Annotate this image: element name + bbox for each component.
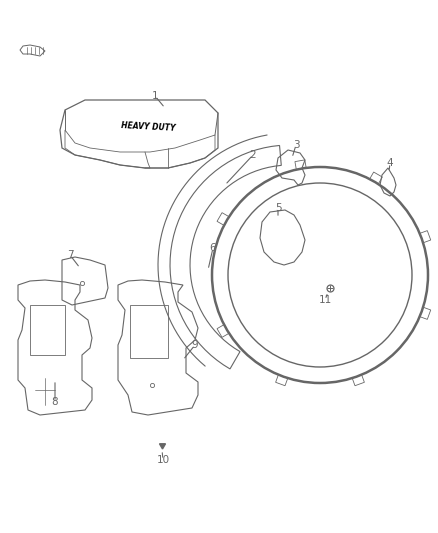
Text: 11: 11 [318, 295, 332, 305]
Text: 5: 5 [275, 203, 281, 213]
Text: 7: 7 [67, 250, 73, 260]
Text: HEAVY DUTY: HEAVY DUTY [120, 121, 175, 133]
Text: 8: 8 [52, 397, 58, 407]
Text: 3: 3 [293, 140, 299, 150]
Text: 6: 6 [210, 243, 216, 253]
Text: 1: 1 [152, 91, 158, 101]
Text: 4: 4 [387, 158, 393, 168]
Text: 2: 2 [250, 150, 256, 160]
Text: 9: 9 [192, 340, 198, 350]
Text: 10: 10 [156, 455, 170, 465]
